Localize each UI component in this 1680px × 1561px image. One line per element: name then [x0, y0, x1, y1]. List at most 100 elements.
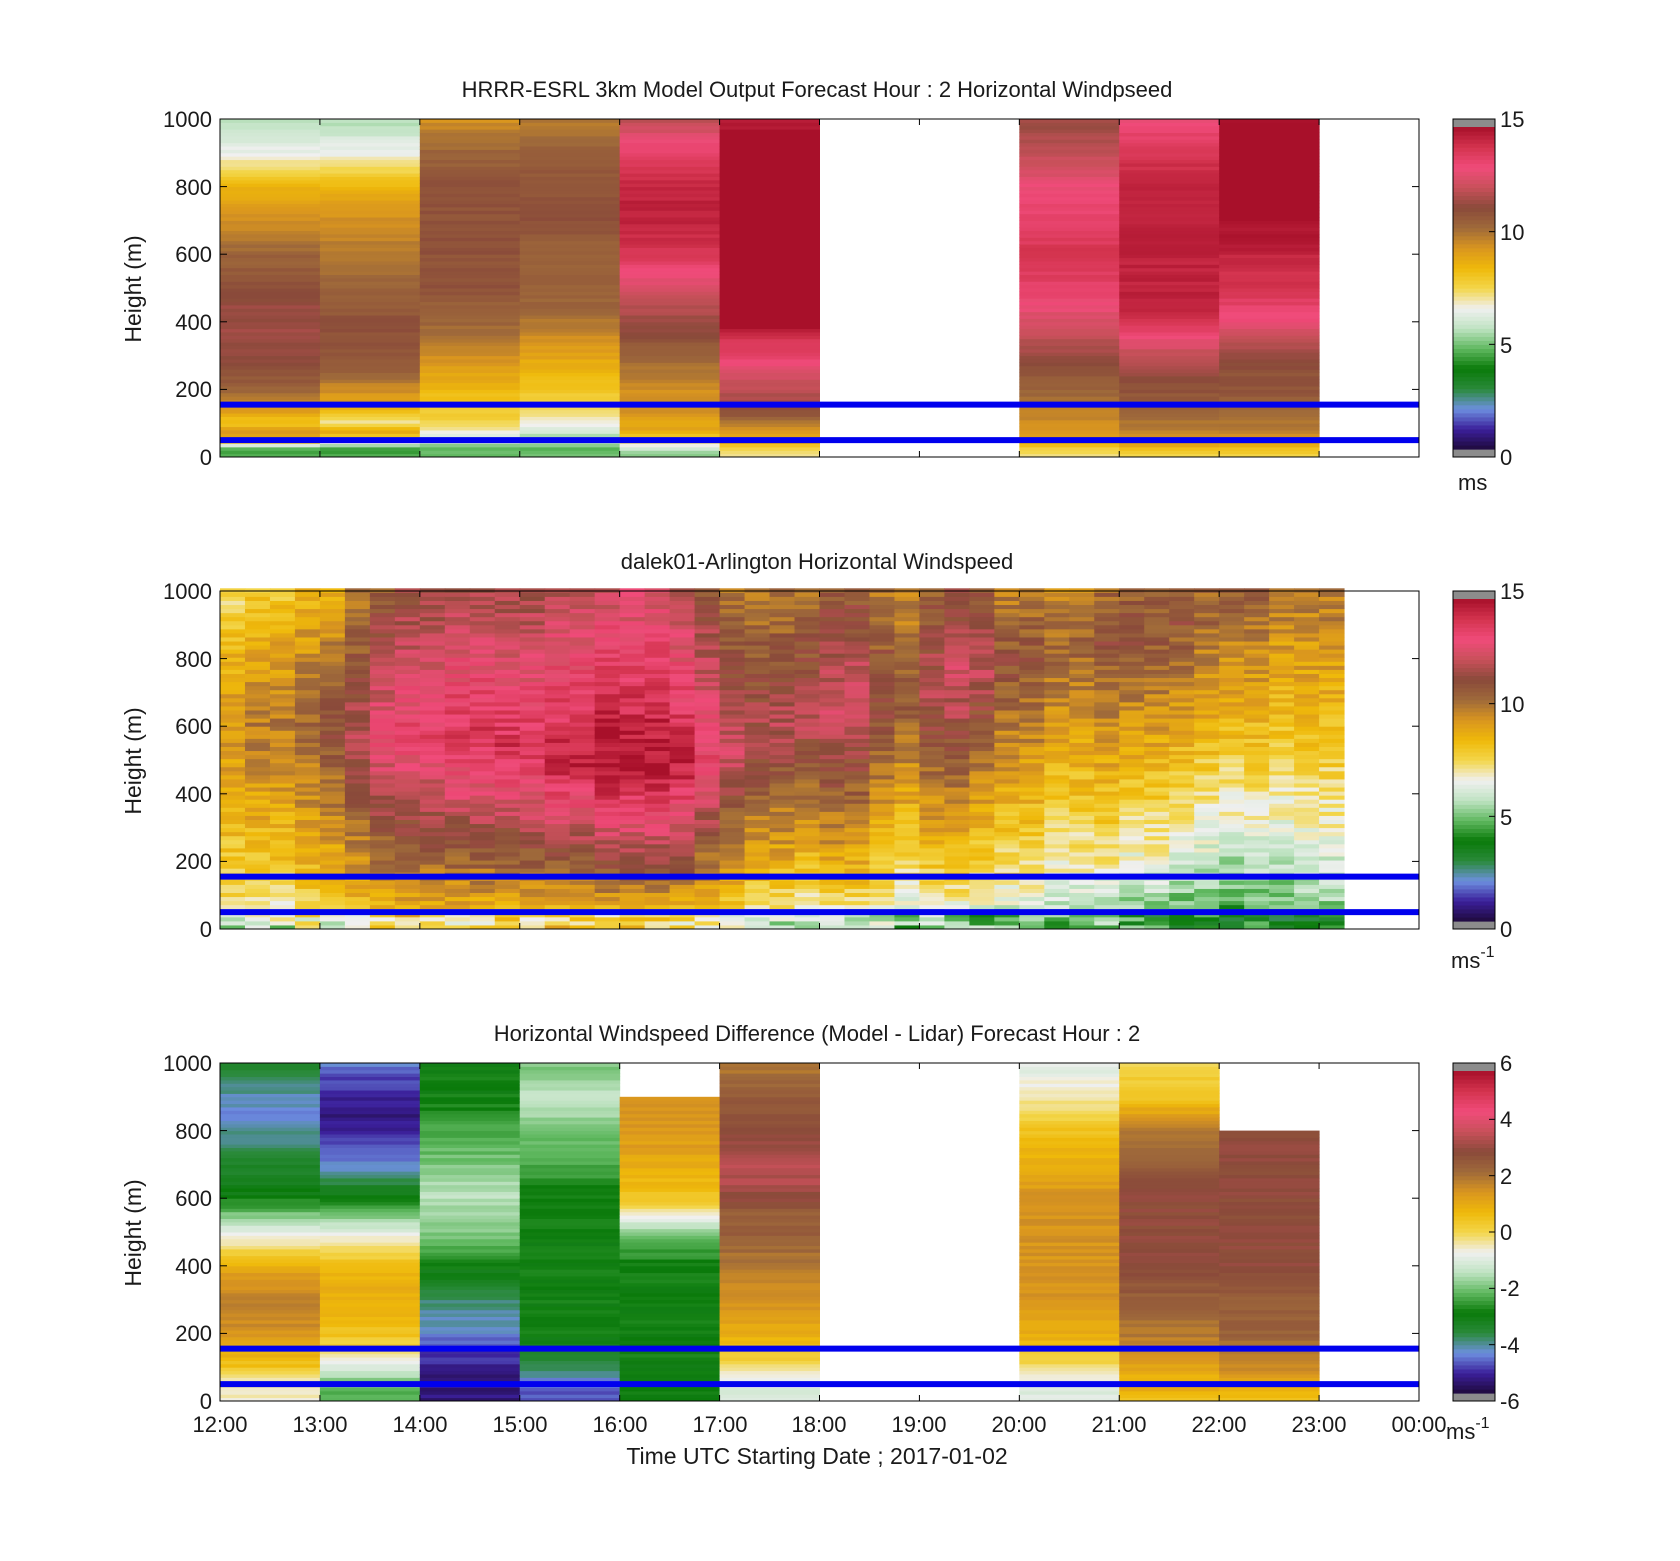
heatmap-cell — [294, 823, 321, 829]
heatmap-cell — [944, 864, 970, 869]
heatmap-cell — [619, 233, 721, 238]
heatmap-cell — [220, 661, 246, 666]
heatmap-cell — [644, 693, 671, 699]
heatmap-cell — [369, 596, 396, 601]
heatmap-cell — [944, 924, 970, 930]
heatmap-cell — [319, 835, 346, 841]
heatmap-cell — [1169, 620, 1195, 626]
colorbar-segment — [1453, 344, 1495, 349]
heatmap-cell — [644, 868, 671, 873]
heatmap-cell — [844, 669, 870, 674]
heatmap-cell — [1069, 734, 1095, 739]
heatmap-cell — [519, 233, 621, 238]
heatmap-cell — [319, 831, 346, 837]
colorbar-segment — [1453, 796, 1495, 801]
heatmap-cell — [544, 734, 571, 739]
heatmap-cell — [220, 791, 246, 796]
heatmap-cell — [894, 669, 920, 674]
heatmap-cell — [944, 791, 970, 796]
heatmap-cell — [994, 714, 1020, 719]
heatmap-cell — [919, 661, 945, 666]
heatmap-cell — [1194, 653, 1220, 658]
colorbar-segment — [1453, 639, 1495, 644]
heatmap-cell — [869, 645, 895, 650]
heatmap-cell — [1219, 892, 1245, 898]
heatmap-cell — [819, 787, 845, 792]
heatmap-cell — [619, 267, 721, 272]
heatmap-cell — [1144, 628, 1170, 634]
heatmap-cell — [519, 446, 621, 451]
heatmap-cell — [1119, 203, 1220, 208]
colorbar-segment — [1453, 651, 1495, 656]
heatmap-cell — [394, 714, 421, 719]
heatmap-cell — [444, 758, 471, 764]
heatmap-cell — [569, 701, 596, 707]
heatmap-cell — [220, 778, 246, 784]
heatmap-cell — [469, 661, 496, 666]
heatmap-cell — [519, 669, 546, 674]
heatmap-cell — [694, 758, 721, 764]
heatmap-cell — [1069, 645, 1095, 650]
heatmap-cell — [719, 217, 820, 221]
heatmap-cell — [294, 726, 321, 731]
heatmap-cell — [220, 284, 321, 289]
heatmap-cell — [619, 791, 646, 796]
heatmap-cell — [719, 203, 820, 208]
heatmap-cell — [294, 770, 321, 776]
heatmap-cell — [969, 782, 995, 788]
heatmap-cell — [319, 754, 346, 760]
heatmap-cell — [1019, 227, 1120, 232]
heatmap-cell — [1169, 730, 1195, 735]
heatmap-cell — [519, 860, 546, 865]
heatmap-cell — [494, 616, 521, 622]
colorbar-segment — [1453, 420, 1495, 426]
heatmap-cell — [1044, 851, 1070, 857]
heatmap-cell — [744, 758, 771, 764]
heatmap-cell — [1219, 924, 1245, 930]
heatmap-cell — [1119, 803, 1145, 808]
heatmap-cell — [994, 880, 1020, 885]
heatmap-cell — [1269, 645, 1295, 650]
heatmap-cell — [1294, 645, 1320, 650]
heatmap-cell — [819, 855, 845, 861]
heatmap-cell — [394, 847, 421, 853]
heatmap-cell — [919, 604, 945, 610]
heatmap-cell — [519, 608, 546, 614]
heatmap-cell — [494, 839, 521, 845]
heatmap-cell — [1119, 604, 1145, 610]
heatmap-cell — [869, 636, 895, 642]
heatmap-cell — [294, 685, 321, 691]
heatmap-cell — [794, 726, 820, 731]
heatmap-cell — [994, 904, 1020, 910]
heatmap-cell — [394, 608, 421, 614]
heatmap-cell — [694, 896, 721, 902]
heatmap-cell — [694, 864, 721, 869]
heatmap-cell — [869, 649, 895, 654]
heatmap-cell — [1194, 685, 1220, 691]
heatmap-cell — [1094, 827, 1120, 833]
heatmap-cell — [1269, 827, 1295, 833]
heatmap-cell — [1119, 612, 1145, 618]
heatmap-cell — [1219, 365, 1320, 370]
heatmap-cell — [969, 685, 995, 691]
heatmap-cell — [1019, 335, 1120, 340]
heatmap-cell — [844, 758, 870, 764]
heatmap-cell — [1269, 685, 1295, 691]
heatmap-cell — [894, 807, 920, 812]
heatmap-cell — [694, 645, 721, 650]
heatmap-cell — [1294, 770, 1320, 776]
heatmap-cell — [644, 649, 671, 654]
heatmap-cell — [1219, 835, 1245, 841]
heatmap-cell — [619, 257, 721, 262]
heatmap-cell — [994, 653, 1020, 658]
heatmap-cell — [969, 758, 995, 764]
heatmap-cell — [994, 839, 1020, 845]
heatmap-cell — [419, 409, 521, 414]
heatmap-cell — [744, 766, 771, 772]
heatmap-cell — [619, 681, 646, 687]
heatmap-cell — [519, 315, 621, 319]
heatmap-cell — [919, 754, 945, 760]
heatmap-cell — [1119, 653, 1145, 658]
heatmap-cell — [544, 855, 571, 861]
heatmap-cell — [819, 742, 845, 747]
